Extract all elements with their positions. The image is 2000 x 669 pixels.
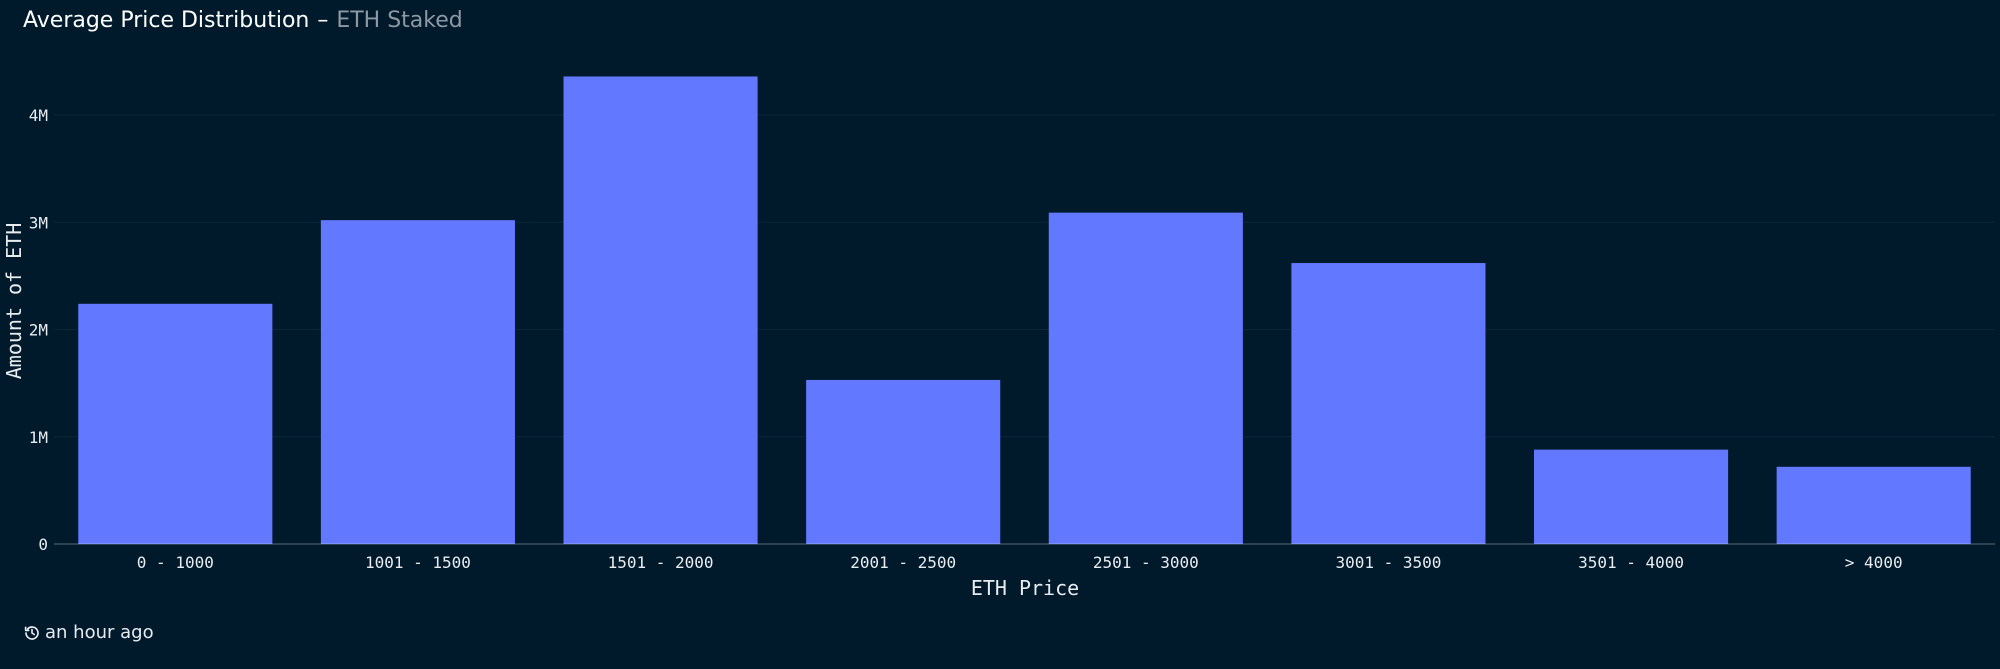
x-axis-title: ETH Price bbox=[971, 576, 1079, 600]
chart-title: Average Price Distribution bbox=[23, 8, 310, 33]
bars bbox=[78, 76, 1971, 545]
x-tick-label: 3501 - 4000 bbox=[1578, 553, 1684, 572]
y-tick-label: 4M bbox=[29, 106, 48, 125]
x-tick-label: 1501 - 2000 bbox=[608, 553, 714, 572]
x-tick-label: 0 - 1000 bbox=[137, 553, 214, 572]
y-tick-label: 3M bbox=[29, 213, 48, 232]
title-separator: – bbox=[317, 8, 329, 33]
y-tick-label: 0 bbox=[38, 535, 48, 554]
y-tick-label: 2M bbox=[29, 321, 48, 340]
bar[interactable] bbox=[563, 76, 758, 545]
y-tick-label: 1M bbox=[29, 428, 48, 447]
chart-header: Average Price Distribution – ETH Staked bbox=[23, 6, 463, 36]
last-updated: an hour ago bbox=[23, 620, 154, 646]
x-tick-label: 2501 - 3000 bbox=[1093, 553, 1199, 572]
history-icon bbox=[24, 626, 39, 640]
bar[interactable] bbox=[78, 303, 273, 544]
x-tick-label: 3001 - 3500 bbox=[1335, 553, 1441, 572]
last-updated-text: an hour ago bbox=[45, 622, 154, 643]
bar[interactable] bbox=[1776, 466, 1971, 544]
x-tick-label: 1001 - 1500 bbox=[365, 553, 471, 572]
chart-subtitle: ETH Staked bbox=[336, 8, 463, 33]
x-tick-label: 2001 - 2500 bbox=[850, 553, 956, 572]
axes: 0 1M 2M 3M 4M 0 - 1000 1001 - 1500 1501 - 2000 2… bbox=[29, 106, 1995, 572]
bar[interactable] bbox=[1534, 449, 1729, 544]
y-axis-title: Amount of ETH bbox=[2, 223, 26, 380]
bar[interactable] bbox=[1048, 212, 1243, 545]
bar[interactable] bbox=[320, 220, 515, 544]
x-tick-label: > 4000 bbox=[1845, 553, 1903, 572]
bar[interactable] bbox=[806, 379, 1001, 544]
bar[interactable] bbox=[1291, 263, 1486, 544]
